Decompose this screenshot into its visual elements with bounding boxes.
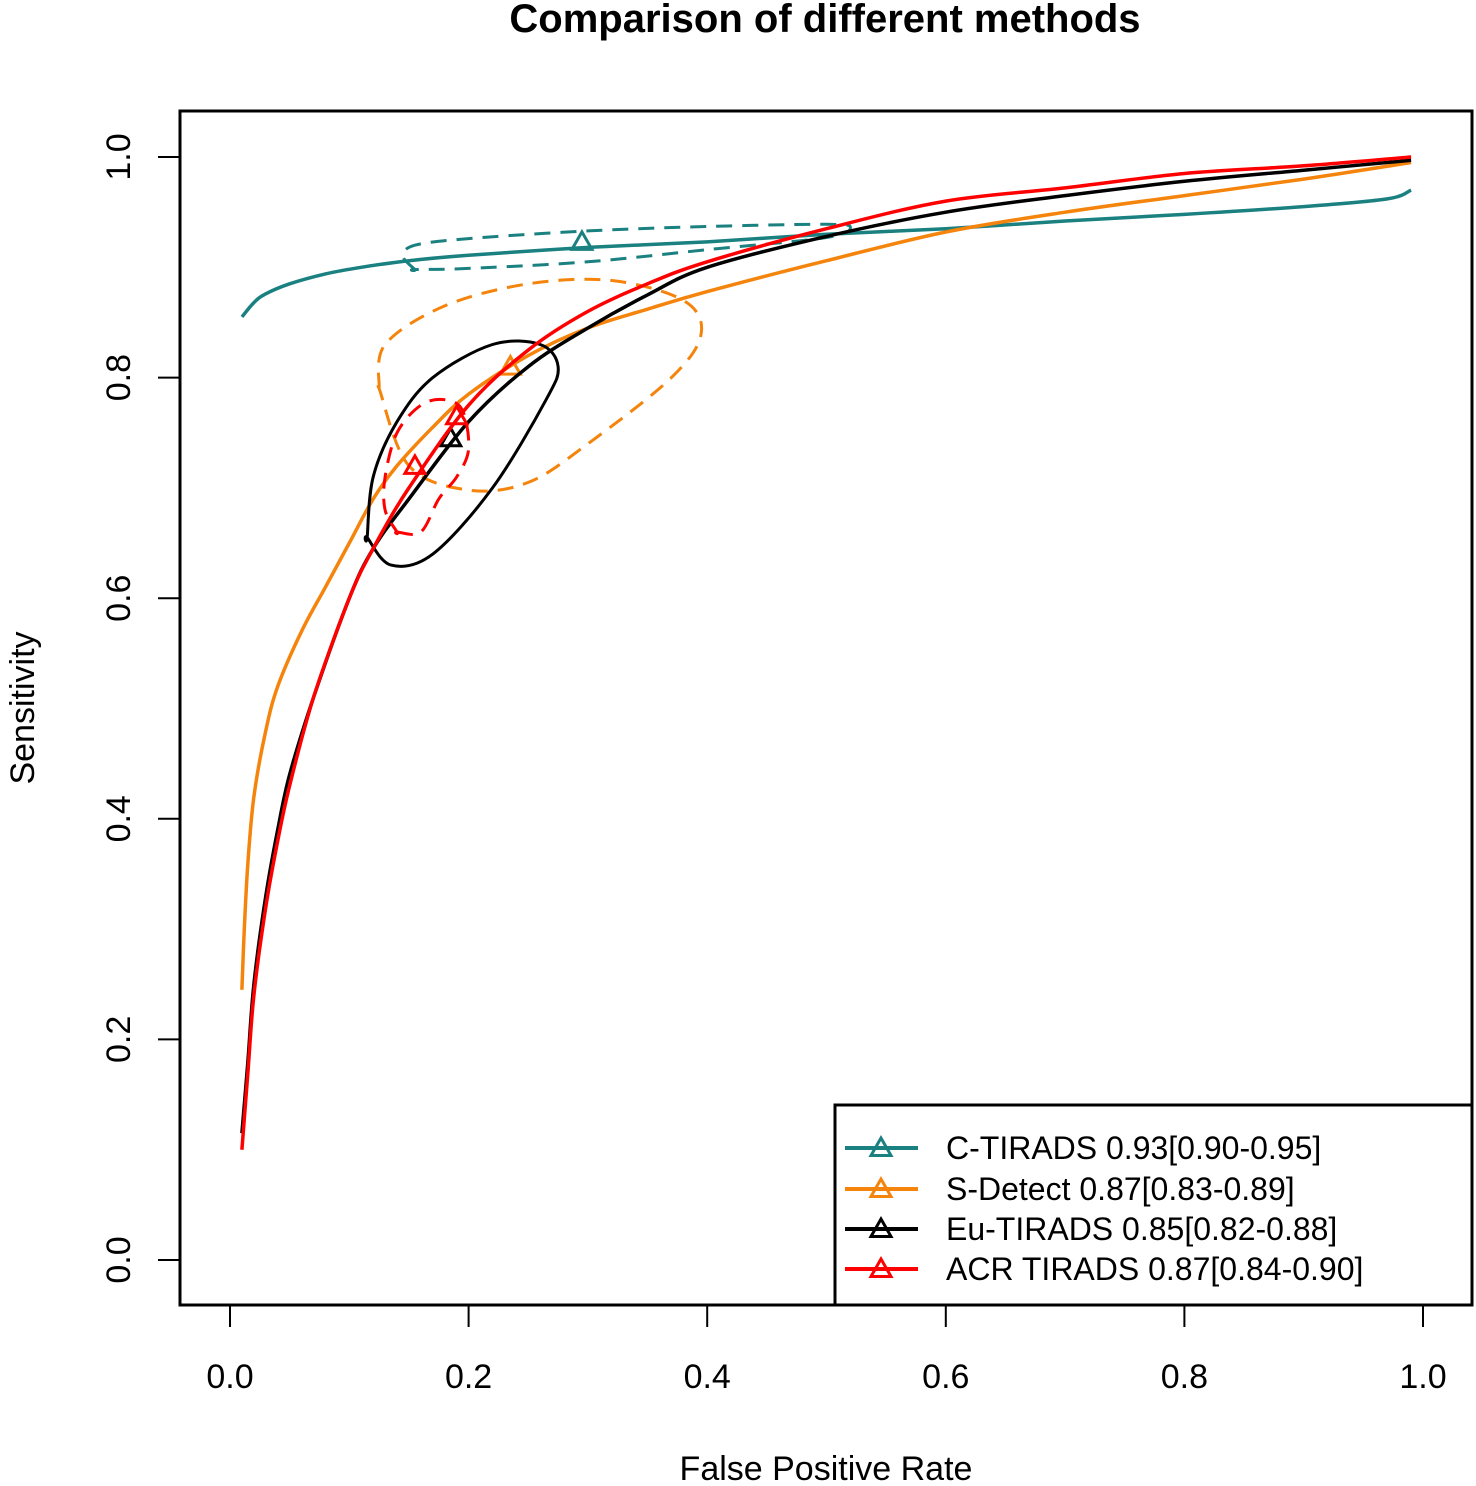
x-tick-label: 0.6 xyxy=(922,1358,969,1396)
series-layer xyxy=(240,155,1412,1150)
y-axis: 0.0 0.2 0.4 0.6 0.8 1.0 xyxy=(100,133,181,1284)
legend-box xyxy=(833,1103,1474,1307)
chart-title: Comparison of different methods xyxy=(509,0,1140,41)
y-tick-label: 0.0 xyxy=(100,1236,138,1283)
eu-tirads-confidence-region xyxy=(363,339,560,568)
legend-label-c-tirads: C-TIRADS 0.93[0.90-0.95] xyxy=(946,1130,1321,1166)
x-tick-label: 0.2 xyxy=(445,1358,492,1396)
y-tick-label: 0.8 xyxy=(100,354,138,401)
x-axis: 0.0 0.2 0.4 0.6 0.8 1.0 xyxy=(206,1304,1447,1396)
legend-label-s-detect: S-Detect 0.87[0.83-0.89] xyxy=(946,1171,1295,1207)
x-tick-label: 0.8 xyxy=(1161,1358,1208,1396)
s-detect-summary-point xyxy=(497,353,523,376)
y-tick-label: 0.6 xyxy=(100,575,138,622)
x-tick-label: 1.0 xyxy=(1399,1358,1446,1396)
c-tirads-roc-curve xyxy=(240,188,1412,319)
acr-tirads-roc-curve xyxy=(240,155,1412,1150)
series-c-tirads xyxy=(240,188,1412,319)
c-tirads-summary-point xyxy=(569,228,595,251)
acr-tirads-extra-point xyxy=(444,403,470,426)
legend-label-eu-tirads: Eu-TIRADS 0.85[0.82-0.88] xyxy=(946,1211,1337,1247)
c-tirads-confidence-region xyxy=(401,222,852,273)
legend-marker-s-detect xyxy=(868,1175,894,1198)
acr-tirads-confidence-region xyxy=(382,397,471,536)
series-acr-tirads xyxy=(240,155,1412,1150)
series-eu-tirads xyxy=(240,158,1412,1134)
legend-marker-c-tirads xyxy=(868,1134,894,1157)
y-axis-label: Sensitivity xyxy=(4,631,42,784)
x-tick-label: 0.4 xyxy=(684,1358,731,1396)
y-tick-label: 0.4 xyxy=(100,795,138,842)
legend-label-acr-tirads: ACR TIRADS 0.87[0.84-0.90] xyxy=(946,1251,1363,1287)
y-tick-label: 0.2 xyxy=(100,1016,138,1063)
legend-marker-eu-tirads xyxy=(868,1215,894,1238)
legend-marker-acr-tirads xyxy=(868,1255,894,1278)
x-axis-label: False Positive Rate xyxy=(680,1450,973,1486)
eu-tirads-roc-curve xyxy=(240,158,1412,1134)
s-detect-roc-curve xyxy=(240,160,1412,990)
s-detect-confidence-region xyxy=(375,277,704,493)
y-tick-label: 1.0 xyxy=(100,133,138,180)
series-s-detect xyxy=(240,160,1412,990)
acr-tirads-summary-point xyxy=(402,452,428,475)
x-tick-label: 0.0 xyxy=(206,1358,253,1396)
legend: C-TIRADS 0.93[0.90-0.95] S-Detect 0.87[0.… xyxy=(833,1103,1474,1307)
